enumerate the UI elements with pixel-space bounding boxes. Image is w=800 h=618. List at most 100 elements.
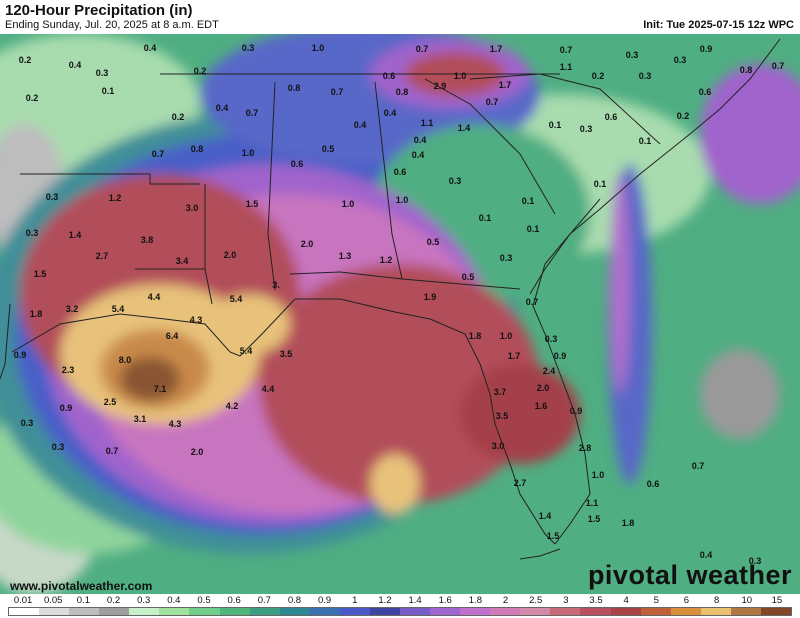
precip-value-label: 4.4	[262, 384, 275, 394]
legend-label: 8	[713, 595, 720, 606]
legend-swatch	[730, 608, 761, 615]
precip-field	[0, 34, 800, 594]
precip-value-label: 4.3	[190, 315, 203, 325]
precip-value-label: 0.4	[414, 135, 427, 145]
precip-value-label: 0.9	[60, 403, 73, 413]
precip-value-label: 1.7	[490, 44, 503, 54]
legend-label: 2.5	[529, 595, 543, 606]
precip-value-label: 1.5	[34, 269, 47, 279]
precip-value-label: 0.7	[772, 61, 785, 71]
legend-swatch	[369, 608, 401, 615]
precip-value-label: 0.4	[384, 108, 397, 118]
precip-value-label: 0.2	[677, 111, 690, 121]
legend-swatch	[339, 608, 370, 615]
legend-colorbar	[8, 607, 792, 616]
legend-swatch	[460, 608, 491, 615]
legend-label: 10	[741, 595, 753, 606]
precip-value-label: 0.7	[246, 108, 259, 118]
precip-value-label: 2.0	[224, 250, 237, 260]
precip-value-label: 0.4	[354, 120, 367, 130]
precip-value-label: 1.4	[539, 511, 552, 521]
precip-value-label: 3.5	[280, 349, 293, 359]
precip-value-label: 2.0	[537, 383, 550, 393]
precip-value-label: 0.7	[416, 44, 429, 54]
field-gray-atl	[700, 349, 780, 439]
legend-swatch	[99, 608, 130, 615]
precip-value-label: 2.9	[434, 81, 447, 91]
precip-value-label: 5.4	[230, 294, 243, 304]
precip-value-label: 0.3	[449, 176, 462, 186]
legend-label: 3.5	[589, 595, 603, 606]
precip-value-label: 1.0	[500, 331, 513, 341]
state-line-al-ga	[374, 81, 403, 280]
coastline-texas	[0, 303, 11, 380]
legend-label: 0.01	[13, 595, 33, 606]
precip-value-label: 0.5	[462, 272, 475, 282]
precip-value-label: 0.7	[692, 461, 705, 471]
precip-value-label: 5.4	[112, 304, 125, 314]
precip-value-label: 3.	[272, 280, 280, 290]
precip-value-label: 0.7	[560, 45, 573, 55]
precip-value-label: 0.8	[740, 65, 753, 75]
precip-value-label: 2.7	[514, 478, 527, 488]
precip-value-label: 1.9	[424, 292, 437, 302]
precip-value-label: 1.0	[242, 148, 255, 158]
precipitation-map: 0.2 0.4 0.4 0.3 1.0 0.7 1.7 0.7 0.9 0.3 0.3 0.3 0.2 1…	[0, 34, 800, 594]
precip-value-label: 0.3	[21, 418, 34, 428]
legend-swatch	[490, 608, 521, 615]
precip-value-label: 1.2	[109, 193, 122, 203]
precip-value-label: 1.0	[342, 199, 355, 209]
precip-value-label: 0.7	[486, 97, 499, 107]
precip-value-label: 0.4	[412, 150, 425, 160]
precip-value-labels: 0.2 0.4 0.4 0.3 1.0 0.7 1.7 0.7 0.9 0.3 0.3 0.3 0.2 1…	[14, 43, 785, 566]
legend-swatch	[580, 608, 611, 615]
precip-value-label: 4.4	[148, 292, 161, 302]
precip-value-label: 0.3	[580, 124, 593, 134]
legend-label: 0.8	[287, 595, 302, 606]
map-title: 120-Hour Precipitation (in)	[5, 2, 193, 19]
legend-label: 1.6	[438, 595, 452, 606]
pivotal-weather-logo: pivotal weather	[587, 560, 792, 590]
legend-swatch	[69, 608, 100, 615]
precip-value-label: 0.9	[554, 351, 567, 361]
legend-label: 0.05	[43, 595, 63, 606]
legend-label: 0.5	[197, 595, 211, 606]
legend-label: 0.4	[167, 595, 181, 606]
precip-value-label: 0.6	[291, 159, 304, 169]
precip-value-label: 2.8	[579, 443, 592, 453]
precip-value-label: 0.3	[749, 556, 762, 566]
precip-value-label: 0.4	[216, 103, 229, 113]
coastline-gulf	[11, 298, 556, 545]
legend-swatch	[39, 608, 70, 615]
init-time: Init: Tue 2025-07-15 12z WPC	[643, 19, 794, 31]
precip-value-label: 0.5	[427, 237, 440, 247]
state-line-nc-sc	[469, 73, 661, 145]
precip-value-label: 1.2	[380, 255, 393, 265]
legend-swatch	[129, 608, 160, 615]
precip-value-label: 0.1	[522, 196, 535, 206]
precip-value-label: 0.2	[592, 71, 605, 81]
precip-value-label: 0.3	[500, 253, 513, 263]
state-line-la-ms	[204, 184, 213, 305]
legend-swatch	[279, 608, 310, 615]
precip-value-label: 0.3	[96, 68, 109, 78]
legend-label: 0.9	[318, 595, 332, 606]
state-line-al-fl	[289, 271, 521, 290]
precip-value-label: 1.8	[469, 331, 482, 341]
precip-value-label: 5.4	[240, 346, 253, 356]
precip-value-label: 0.7	[526, 297, 539, 307]
precip-value-label: 3.7	[494, 387, 507, 397]
color-legend: 0.01 0.05 0.1 0.2 0.3 0.4 0.5 0.6 0.7 0.8 0.9 1 1.2 1…	[0, 594, 800, 618]
precip-value-label: 0.3	[46, 192, 59, 202]
precip-value-label: 0.1	[549, 120, 562, 130]
legend-label: 0.3	[137, 595, 151, 606]
precip-value-label: 0.6	[605, 112, 618, 122]
precip-value-label: 2.0	[191, 447, 204, 457]
precip-value-label: 0.1	[527, 224, 540, 234]
precip-value-label: 0.3	[26, 228, 39, 238]
precip-value-label: 3.1	[134, 414, 147, 424]
precip-value-label: 7.1	[154, 384, 167, 394]
legend-swatch	[430, 608, 461, 615]
field-purple-atl-streak	[610, 174, 630, 394]
